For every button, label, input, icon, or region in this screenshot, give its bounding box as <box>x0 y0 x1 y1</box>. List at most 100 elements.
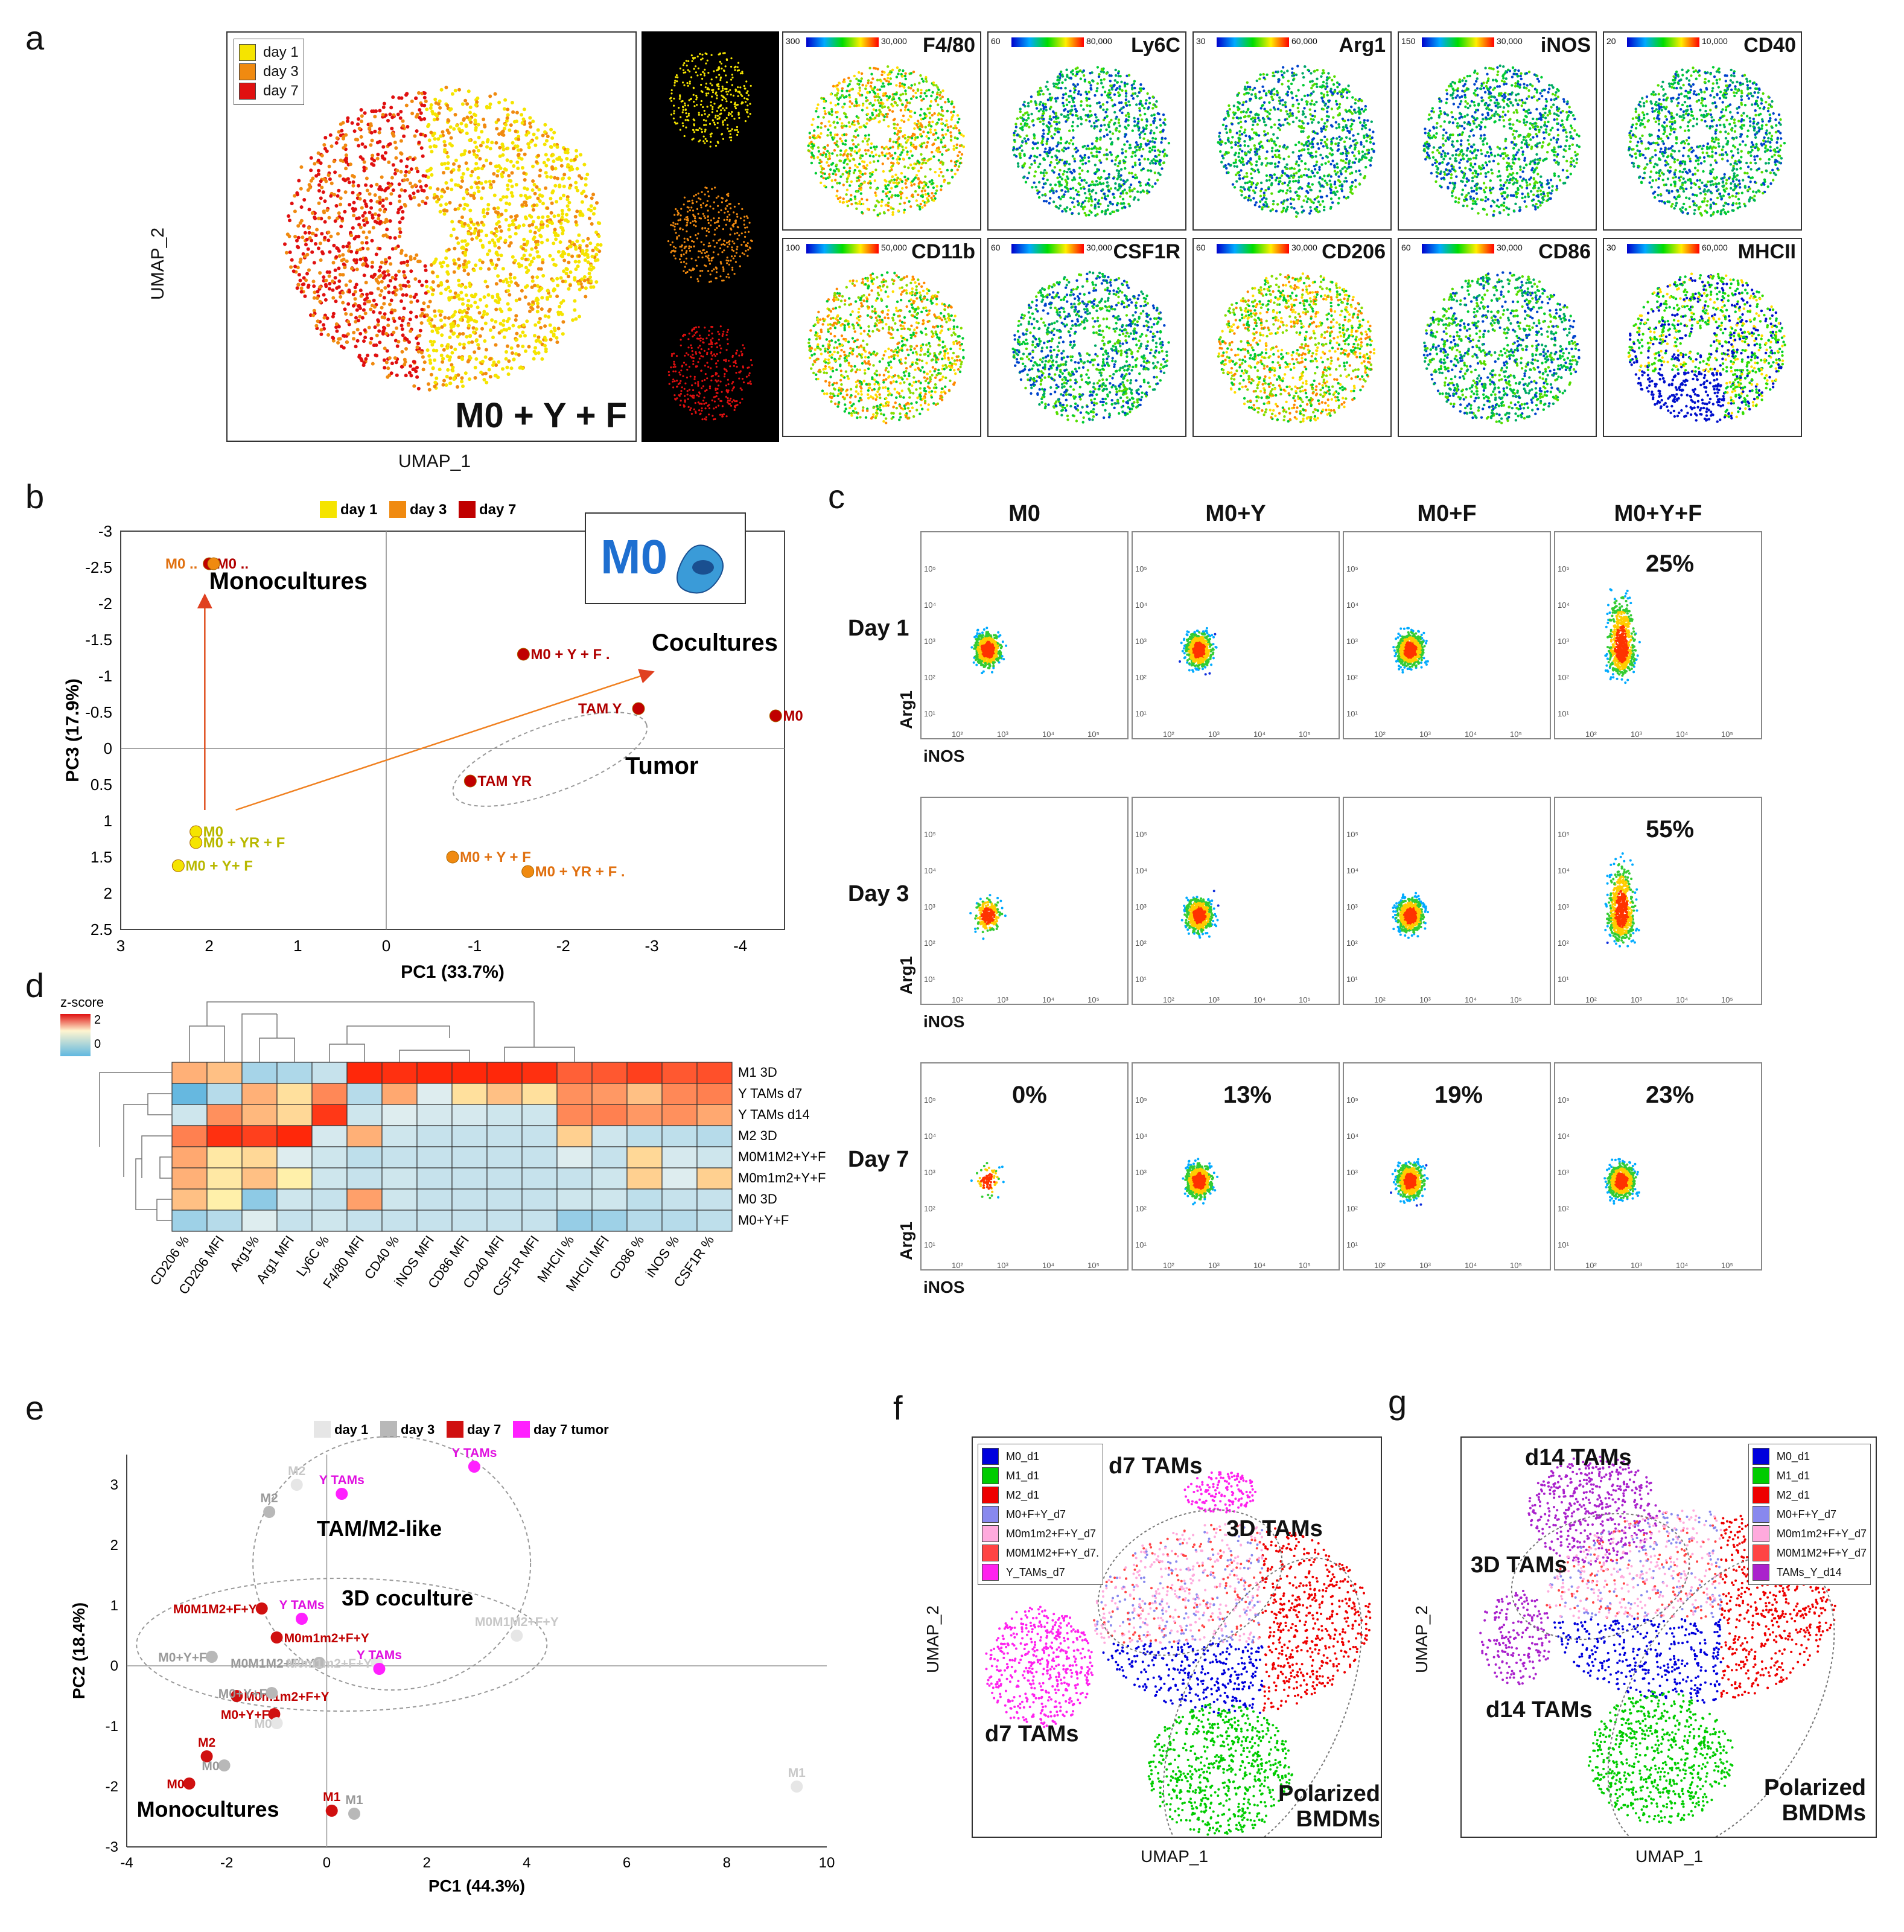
legend-entry: M0+F+Y_d7 <box>982 1506 1099 1523</box>
annotation-tam-m2: TAM/M2-like <box>317 1516 442 1541</box>
panel-g-umap: M0_d1 M1_d1 M2_d1 M0+F+Y_d7 M0m1m2+F+Y_d7 M0M… <box>1460 1436 1877 1838</box>
panel-g-umap-cloud <box>1479 1455 1836 1837</box>
heatmap-cell <box>556 1146 593 1168</box>
legend-entry: M0m1m2+F+Y_d7 <box>1752 1525 1867 1542</box>
x-tick-label: -3 <box>645 937 658 955</box>
flow-y-tick: 10² <box>924 939 935 948</box>
flow-y-tick: 10⁵ <box>924 830 936 839</box>
y-tick-label: 2 <box>104 884 112 902</box>
flow-x-axis-label: iNOS <box>923 747 964 766</box>
pca-point <box>270 1717 283 1729</box>
tumor-ellipse <box>452 712 648 807</box>
panel-a-day-thumbs <box>642 31 779 442</box>
pca-point-label: M1 <box>345 1793 363 1807</box>
flow-x-tick: 10² <box>1374 1261 1386 1270</box>
pca-point-label: M0 <box>202 1759 219 1773</box>
pca-point-label: M1 <box>323 1790 340 1804</box>
legend-label: M0m1m2+F+Y_d7 <box>1777 1528 1867 1540</box>
legend-label: M0+F+Y_d7 <box>1777 1508 1836 1521</box>
heatmap-cell <box>206 1104 243 1126</box>
panel-g-label-3d: 3D TAMs <box>1471 1552 1567 1578</box>
heatmap-cell <box>276 1167 313 1190</box>
flow-y-tick: 10⁴ <box>1558 866 1570 875</box>
heatmap-cell <box>521 1104 558 1126</box>
legend-swatch <box>380 1421 397 1438</box>
flow-y-tick: 10¹ <box>1558 709 1569 718</box>
flow-x-tick: 10² <box>1374 995 1386 1004</box>
flow-y-tick: 10⁴ <box>924 601 936 610</box>
marker-umap-cd206: 60 30,000 CD206 <box>1192 238 1392 437</box>
panel-a-umap-cloud <box>283 85 603 392</box>
pca-point-label: M0 .. <box>165 556 197 572</box>
marker-umap-f480: 300 30,000 F4/80 <box>782 31 981 231</box>
flow-plot: 10² 10³ 10⁴ 10⁵ 10¹ 10² 10³ 10⁴ 10⁵ <box>1343 531 1551 739</box>
heatmap-cell <box>346 1083 383 1105</box>
heatmap-cell <box>626 1104 663 1126</box>
pca-point <box>255 1602 268 1615</box>
marker-umap-mhcii: 30 60,000 MHCII <box>1603 238 1802 437</box>
pca-point <box>517 648 530 661</box>
pca-point-label: M0 + Y + F <box>460 849 531 866</box>
heatmap-cell <box>696 1188 733 1211</box>
flow-column-header: M0 <box>964 501 1085 527</box>
heatmap-cell <box>556 1188 593 1211</box>
heatmap-cell <box>171 1062 208 1084</box>
heatmap-cell <box>311 1062 348 1084</box>
legend-swatch <box>1752 1525 1769 1542</box>
heatmap-cell <box>591 1125 628 1147</box>
heatmap-cell <box>556 1083 593 1105</box>
pca-point-label: M0 + Y+ F <box>185 858 253 874</box>
y-tick-label: 0 <box>110 1658 118 1674</box>
flow-y-tick: 10⁴ <box>1346 866 1358 875</box>
heatmap-cell <box>451 1167 488 1190</box>
colorbar-max: 30,000 <box>881 36 907 46</box>
heatmap-cell <box>696 1083 733 1105</box>
flow-events <box>1603 1158 1640 1205</box>
legend-swatch <box>982 1448 999 1465</box>
colorbar <box>1422 37 1494 47</box>
flow-density: 10² 10³ 10⁴ 10⁵ 10¹ 10² 10³ 10⁴ 10⁵ <box>924 1095 1100 1270</box>
marker-name: MHCII <box>1738 240 1796 264</box>
flow-plot: 10² 10³ 10⁴ 10⁵ 10¹ 10² 10³ 10⁴ 10⁵ 23% <box>1554 1062 1762 1270</box>
flow-plot: 10² 10³ 10⁴ 10⁵ 10¹ 10² 10³ 10⁴ 10⁵ <box>920 797 1129 1005</box>
flow-percentage: 13% <box>1223 1082 1272 1109</box>
flow-plot: 10² 10³ 10⁴ 10⁵ 10¹ 10² 10³ 10⁴ 10⁵ <box>1343 797 1551 1005</box>
zscore-tick: 0 <box>94 1038 101 1051</box>
flow-y-tick: 10³ <box>1346 1168 1358 1177</box>
heatmap-cell <box>661 1062 698 1084</box>
marker-name: Arg1 <box>1339 34 1386 57</box>
flow-y-tick: 10³ <box>924 637 935 646</box>
legend-label: Y_TAMs_d7 <box>1006 1566 1065 1579</box>
heatmap-cell <box>241 1188 278 1211</box>
marker-umap-cloud <box>1422 244 1581 424</box>
pca-point-label: M2 <box>288 1464 305 1478</box>
heatmap-cell <box>276 1062 313 1084</box>
pca-point <box>171 859 185 872</box>
panel-f-label-d7-left: d7 TAMs <box>985 1721 1079 1747</box>
marker-umap-cloud <box>806 244 965 424</box>
y-tick-label: 0 <box>104 739 112 757</box>
heatmap-cell <box>626 1083 663 1105</box>
pca-point-label: Y TAMs <box>451 1446 497 1460</box>
colorbar-min: 30 <box>1606 243 1616 252</box>
legend-label: M1_d1 <box>1777 1470 1810 1482</box>
flow-x-tick: 10³ <box>997 1261 1008 1270</box>
flow-events <box>1392 891 1429 939</box>
heatmap-cell <box>451 1146 488 1168</box>
flow-y-tick: 10⁵ <box>924 1095 936 1105</box>
heatmap-cell <box>311 1146 348 1168</box>
heatmap-cell <box>486 1210 523 1232</box>
marker-umap-cloud <box>806 37 966 217</box>
flow-y-tick: 10¹ <box>924 975 935 984</box>
y-tick-label: 0.5 <box>91 776 112 794</box>
colorbar-max: 30,000 <box>1497 36 1523 46</box>
flow-y-tick: 10⁵ <box>1558 564 1570 573</box>
flow-events <box>1180 890 1220 939</box>
heatmap-cell <box>381 1083 418 1105</box>
flow-x-tick: 10⁴ <box>1465 1261 1477 1270</box>
flow-x-tick: 10³ <box>1208 1261 1220 1270</box>
pca-point <box>325 1805 338 1817</box>
flow-plot: 10² 10³ 10⁴ 10⁵ 10¹ 10² 10³ 10⁴ 10⁵ <box>1132 797 1340 1005</box>
x-tick-label: -4 <box>120 1855 133 1871</box>
flow-y-tick: 10⁴ <box>924 1132 936 1141</box>
